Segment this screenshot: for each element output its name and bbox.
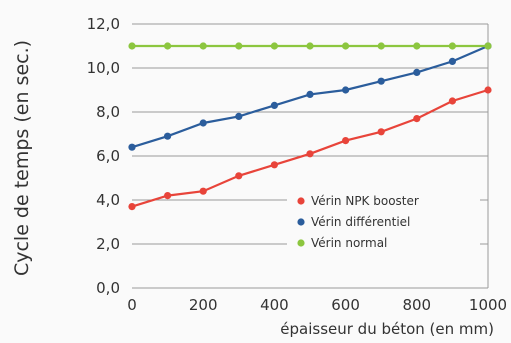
data-point	[377, 42, 385, 50]
x-tick-label: 800	[402, 296, 431, 314]
data-point	[235, 112, 243, 120]
data-point	[199, 187, 207, 195]
data-point	[128, 143, 136, 151]
data-point	[306, 90, 314, 98]
x-tick-label: 400	[260, 296, 289, 314]
legend-label: Vérin différentiel	[311, 215, 410, 229]
data-point	[413, 42, 421, 50]
x-tick-label: 1000	[469, 296, 507, 314]
y-tick-label: 12,0	[87, 15, 120, 33]
y-tick-label: 4,0	[96, 191, 120, 209]
legend-label: Vérin normal	[311, 236, 387, 250]
data-point	[235, 42, 243, 50]
x-axis-ticks: 0 200 400 600 800 1000	[127, 296, 507, 314]
data-point	[413, 115, 421, 123]
x-tick-label: 0	[127, 296, 137, 314]
data-point	[235, 172, 243, 180]
data-point	[448, 57, 456, 65]
x-tick-label: 600	[331, 296, 360, 314]
legend: Vérin NPK booster Vérin différentiel Vérin…	[287, 184, 480, 257]
x-axis-label: épaisseur du béton (en mm)	[280, 320, 494, 338]
x-tick-label: 200	[189, 296, 218, 314]
data-point	[164, 42, 172, 50]
data-point	[413, 68, 421, 76]
data-point	[164, 132, 172, 140]
data-point	[270, 161, 278, 169]
series-1	[128, 42, 492, 151]
series-0	[128, 86, 492, 211]
y-axis-ticks: 0,0 2,0 4,0 6,0 8,0 10,0 12,0	[87, 15, 120, 297]
data-point	[377, 77, 385, 85]
data-point	[377, 128, 385, 136]
data-point	[484, 86, 492, 94]
series-2	[128, 42, 492, 50]
legend-marker	[297, 239, 305, 247]
legend-label: Vérin NPK booster	[311, 194, 419, 208]
y-tick-label: 2,0	[96, 235, 120, 253]
data-point	[199, 119, 207, 127]
legend-box	[287, 184, 480, 257]
legend-marker	[297, 218, 305, 226]
data-point	[448, 97, 456, 105]
data-point	[199, 42, 207, 50]
data-point	[484, 42, 492, 50]
y-axis-label: Cycle de temps (en sec.)	[11, 40, 33, 276]
data-point	[128, 42, 136, 50]
series-group	[128, 42, 492, 211]
y-tick-label: 10,0	[87, 59, 120, 77]
legend-marker	[297, 197, 305, 205]
data-point	[342, 86, 350, 94]
y-tick-label: 6,0	[96, 147, 120, 165]
data-point	[342, 137, 350, 145]
data-point	[306, 150, 314, 158]
data-point	[270, 42, 278, 50]
data-point	[164, 192, 172, 200]
data-point	[128, 203, 136, 211]
data-point	[342, 42, 350, 50]
y-tick-label: 8,0	[96, 103, 120, 121]
data-point	[306, 42, 314, 50]
data-point	[448, 42, 456, 50]
data-point	[270, 101, 278, 109]
y-tick-label: 0,0	[96, 279, 120, 297]
